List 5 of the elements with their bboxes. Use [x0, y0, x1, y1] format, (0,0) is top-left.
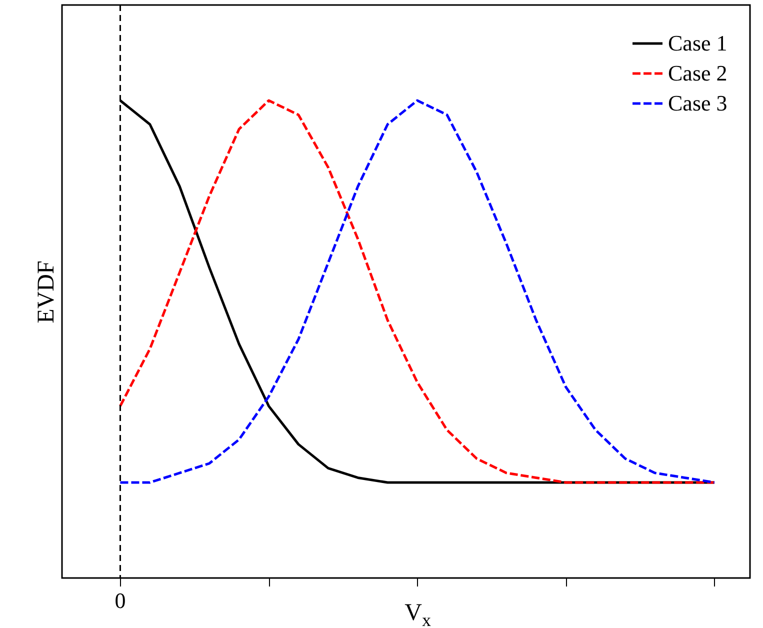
legend-label: Case 1: [668, 30, 728, 56]
y-axis-title: EVDF: [34, 260, 60, 324]
legend-label: Case 3: [668, 90, 728, 116]
legend-label: Case 2: [668, 60, 728, 86]
text: 0: [114, 588, 126, 613]
